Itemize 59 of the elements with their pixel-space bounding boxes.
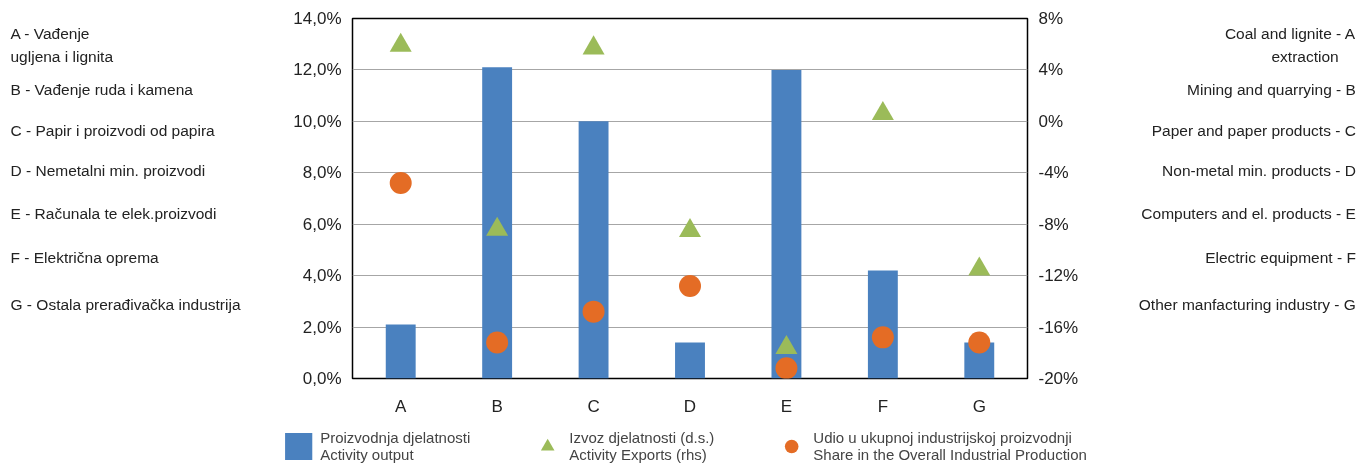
bar: [675, 342, 705, 379]
bar: [771, 69, 802, 379]
point: [582, 300, 605, 323]
bar: [482, 67, 513, 379]
point: [486, 216, 509, 236]
y2-tick-label: -8%: [1038, 214, 1069, 234]
x-tick-label: F: [877, 396, 889, 416]
point: [486, 331, 509, 354]
text: Non-metal min. products - D: [1162, 162, 1356, 180]
point: [775, 334, 798, 354]
x-tick-label: C: [587, 396, 600, 416]
x-tick-label: B: [491, 396, 503, 416]
point: [389, 172, 412, 195]
text: F - Električna oprema: [10, 249, 160, 267]
text: B - Vađenje ruda i kamena: [10, 80, 194, 98]
bar: [385, 324, 416, 379]
text: A - Vađenje ugljena i lignita: [10, 25, 114, 66]
y-tick-label: 10,0%: [293, 111, 342, 131]
bar: [578, 121, 609, 379]
legend-label: Izvoz djelatnosti (d.s.) Activity Exports (rhs): [569, 429, 715, 463]
point: [582, 35, 605, 55]
legend-label: Udio u ukupnoj industrijskoj proizvodnji Share in the Overall Industrial Production: [813, 429, 1087, 463]
point: [679, 274, 701, 297]
x-tick-label: A: [395, 396, 408, 416]
y-tick-label: 4,0%: [302, 266, 342, 286]
x-tick-label: E: [780, 396, 793, 416]
text: Coal and lignite - A extraction: [1224, 25, 1356, 66]
point: [679, 217, 701, 237]
y2-tick-label: 4%: [1038, 60, 1064, 80]
y-tick-label: 0,0%: [302, 369, 342, 388]
point: [968, 256, 991, 276]
y-tick-label: 6,0%: [302, 214, 342, 234]
y2-tick-label: -20%: [1038, 369, 1079, 388]
y2-tick-label: -12%: [1038, 266, 1079, 286]
y-tick-label: 8,0%: [302, 163, 342, 183]
text: C - Papir i proizvodi od papira: [10, 121, 216, 139]
y-tick-label: 2,0%: [302, 317, 342, 337]
point: [871, 326, 894, 349]
text: E - Računala te elek.proizvodi: [10, 205, 217, 223]
x-tick-label: G: [972, 396, 986, 416]
text: Mining and quarrying - B: [1187, 80, 1356, 98]
y2-tick-label: 8%: [1038, 9, 1064, 28]
text: Computers and el. products - E: [1141, 205, 1356, 223]
text: Paper and paper products - C: [1151, 121, 1356, 139]
text: Other manfacturing industry - G: [1138, 295, 1356, 313]
y2-tick-label: -16%: [1038, 317, 1079, 337]
point: [389, 32, 412, 52]
text: G - Ostala prerađivačka industrija: [10, 295, 241, 313]
legend-label: Proizvodnja djelatnosti Activity output: [320, 429, 471, 463]
y-tick-label: 12,0%: [293, 60, 342, 80]
y2-tick-label: -4%: [1038, 163, 1069, 183]
y-tick-label: 14,0%: [293, 9, 342, 28]
y2-tick-label: 0%: [1038, 111, 1064, 131]
text: D - Nemetalni min. proizvodi: [10, 162, 206, 180]
x-tick-label: D: [683, 396, 697, 416]
point: [775, 357, 798, 379]
point: [871, 100, 894, 120]
point: [968, 331, 991, 354]
text: Electric equipment - F: [1205, 249, 1356, 267]
